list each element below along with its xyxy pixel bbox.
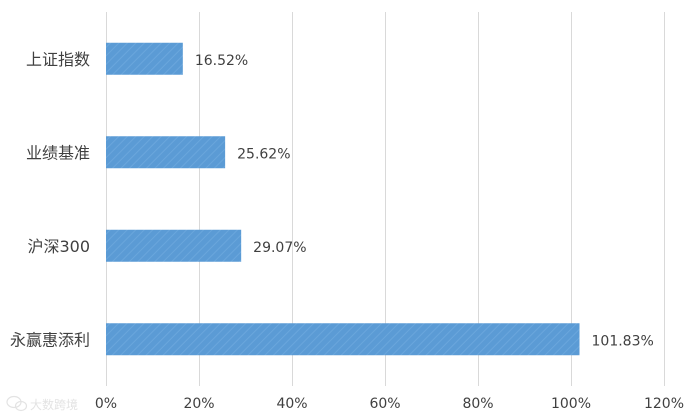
data-label: 16.52% — [195, 53, 248, 69]
data-label: 25.62% — [237, 146, 290, 162]
bar — [106, 229, 242, 262]
bar — [106, 136, 226, 169]
bars — [106, 42, 580, 356]
watermark: 大数跨境 — [6, 395, 78, 412]
category-label: 业绩基准 — [26, 143, 90, 162]
data-label: 101.83% — [592, 333, 654, 349]
x-tick-label: 100% — [551, 396, 591, 412]
x-tick-label: 20% — [183, 396, 214, 412]
category-label: 沪深300 — [27, 237, 90, 256]
gridlines — [106, 12, 665, 386]
x-tick-label: 0% — [95, 396, 117, 412]
category-label: 永赢惠添利 — [10, 330, 90, 349]
bar — [106, 42, 183, 75]
x-tick-label: 60% — [369, 396, 400, 412]
data-label: 29.07% — [253, 240, 306, 256]
watermark-text: 大数跨境 — [30, 397, 78, 412]
x-tick-label: 40% — [276, 396, 307, 412]
x-tick-labels: 0% 20% 40% 60% 80% 100% 120% — [95, 396, 684, 412]
bar — [106, 323, 580, 356]
x-tick-label: 120% — [644, 396, 684, 412]
x-tick-label: 80% — [462, 396, 493, 412]
category-label: 上证指数 — [26, 50, 90, 69]
data-labels: 16.52% 25.62% 29.07% 101.83% — [195, 53, 654, 350]
wechat-logo-icon — [6, 395, 28, 412]
